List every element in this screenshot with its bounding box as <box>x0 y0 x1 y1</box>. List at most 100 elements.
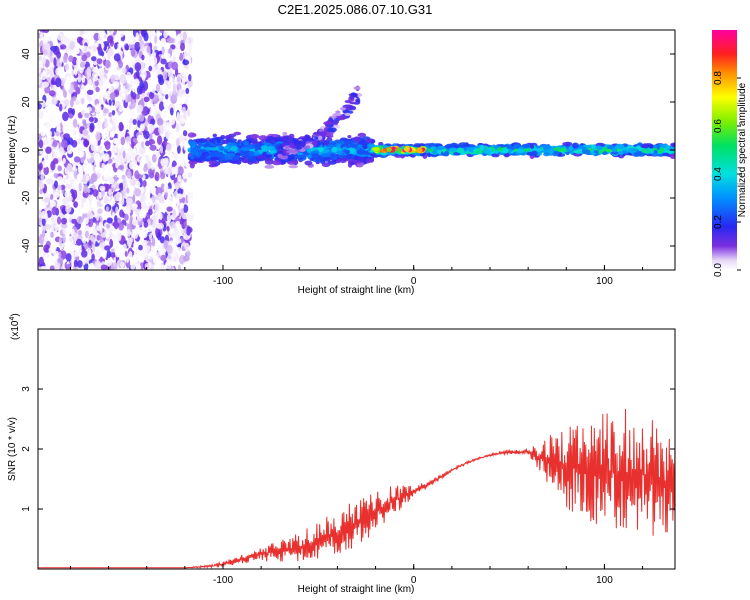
heatmap-cell <box>138 226 145 234</box>
heatmap-cell <box>101 162 106 172</box>
heatmap-cell <box>163 46 169 55</box>
heatmap-cell <box>154 35 158 44</box>
heatmap-cell <box>176 137 180 147</box>
heatmap-cell <box>65 178 72 185</box>
x-tick-label: 100 <box>596 276 613 287</box>
heatmap-cell <box>177 188 183 195</box>
heatmap-cell <box>54 263 60 270</box>
heatmap-cell <box>113 117 117 127</box>
snr-scale-close: ) <box>10 313 21 316</box>
heatmap-cell <box>85 153 91 159</box>
heatmap-cell <box>154 171 160 182</box>
heatmap-cell <box>118 165 124 170</box>
heatmap-cell <box>169 30 174 37</box>
heatmap-cell <box>128 146 133 157</box>
heatmap-cell <box>189 141 198 147</box>
heatmap-cell <box>309 157 314 161</box>
heatmap-cell <box>38 162 43 171</box>
heatmap-cell <box>299 154 305 159</box>
heatmap-cell <box>118 60 124 69</box>
heatmap-cell <box>611 151 619 155</box>
heatmap-cell <box>260 145 268 150</box>
heatmap-cell <box>56 51 61 59</box>
heatmap-cell <box>562 142 567 146</box>
heatmap-cell <box>321 153 331 158</box>
heatmap-cell <box>113 53 121 62</box>
heatmap-cell <box>148 208 153 216</box>
heatmap-cell <box>136 85 143 95</box>
heatmap-cell <box>267 145 275 150</box>
heatmap-cell <box>397 147 402 154</box>
y-tick-label: -20 <box>21 190 32 205</box>
heatmap-cell <box>243 140 249 146</box>
heatmap-cell <box>43 244 50 253</box>
heatmap-cell <box>136 206 141 217</box>
heatmap-cell <box>553 151 560 155</box>
heatmap-cell <box>179 202 184 211</box>
heatmap-cell <box>150 75 156 84</box>
heatmap-cell <box>568 146 574 152</box>
heatmap-cell <box>345 149 351 154</box>
heatmap-cell <box>94 260 102 270</box>
heatmap-cell <box>45 154 49 161</box>
heatmap-cell <box>58 251 62 258</box>
heatmap-cell <box>166 200 173 206</box>
heatmap-cell <box>166 143 172 152</box>
heatmap-cell <box>133 242 141 253</box>
heatmap-cell <box>78 182 82 192</box>
heatmap-cell <box>118 121 124 132</box>
heatmap-cell <box>38 245 41 256</box>
heatmap-cell <box>97 119 101 130</box>
heatmap-cell <box>103 92 109 99</box>
heatmap-cell <box>52 158 59 165</box>
heatmap-cell <box>81 110 86 116</box>
heatmap-cell <box>453 144 459 149</box>
heatmap-region-drifting-feature <box>277 85 363 160</box>
heatmap-cell <box>92 189 99 197</box>
snr-scale-base: (x10 <box>10 320 21 340</box>
heatmap-cell <box>190 147 199 153</box>
heatmap-cell <box>227 143 237 146</box>
heatmap-cell <box>225 152 235 158</box>
heatmap-cell <box>95 249 101 258</box>
heatmap-cell <box>386 148 392 152</box>
heatmap-cell <box>173 228 179 237</box>
heatmap-cell <box>154 203 160 213</box>
heatmap-cell <box>312 153 320 159</box>
heatmap-cell <box>181 77 185 87</box>
heatmap-cell <box>150 185 156 194</box>
heatmap-cell <box>122 67 127 74</box>
heatmap-cell <box>353 136 361 142</box>
heatmap-cell <box>179 117 186 124</box>
heatmap-cell <box>77 119 83 126</box>
heatmap-cell <box>90 142 97 152</box>
heatmap-cell <box>59 103 63 112</box>
heatmap-cell <box>125 208 131 215</box>
heatmap-cell <box>162 85 168 96</box>
heatmap-cell <box>73 259 78 268</box>
heatmap-cell <box>163 239 168 249</box>
heatmap-cell <box>183 255 190 262</box>
heatmap-cell <box>199 155 205 161</box>
heatmap-cell <box>354 147 361 151</box>
heatmap-cell <box>301 141 306 147</box>
heatmap-cell <box>166 226 170 232</box>
heatmap-cell <box>268 136 277 142</box>
heatmap-cell <box>187 194 193 205</box>
heatmap-cell <box>157 74 163 80</box>
heatmap-cell <box>612 147 618 153</box>
heatmap-cell <box>218 146 225 151</box>
y-tick-label: 0 <box>21 147 32 153</box>
heatmap-cell <box>80 150 85 158</box>
heatmap-cell <box>124 116 131 122</box>
heatmap-cell <box>114 42 118 50</box>
heatmap-cell <box>159 212 163 220</box>
heatmap-cell <box>125 136 131 144</box>
heatmap-cell <box>512 144 521 150</box>
heatmap-cell <box>63 53 68 61</box>
heatmap-cell <box>174 238 179 246</box>
heatmap-cell <box>72 118 78 128</box>
x-tick-label: -100 <box>213 575 233 586</box>
heatmap-cell <box>50 193 54 201</box>
heatmap-cell <box>278 150 284 154</box>
